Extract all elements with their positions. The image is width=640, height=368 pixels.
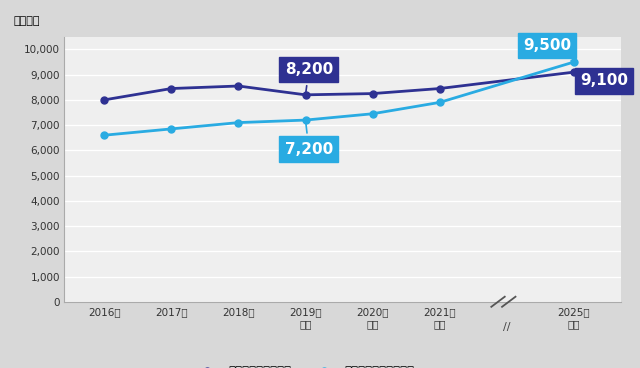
Legend: ＤＣブラシ付モータ, ＤＣブラシレスモータ: ＤＣブラシ付モータ, ＤＣブラシレスモータ — [188, 361, 419, 368]
Text: //: // — [503, 322, 511, 332]
Text: （億円）: （億円） — [14, 16, 40, 26]
Text: 9,500: 9,500 — [523, 38, 572, 61]
Text: 7,200: 7,200 — [285, 123, 333, 157]
Text: 9,100: 9,100 — [574, 72, 628, 88]
Text: 8,200: 8,200 — [285, 62, 333, 92]
